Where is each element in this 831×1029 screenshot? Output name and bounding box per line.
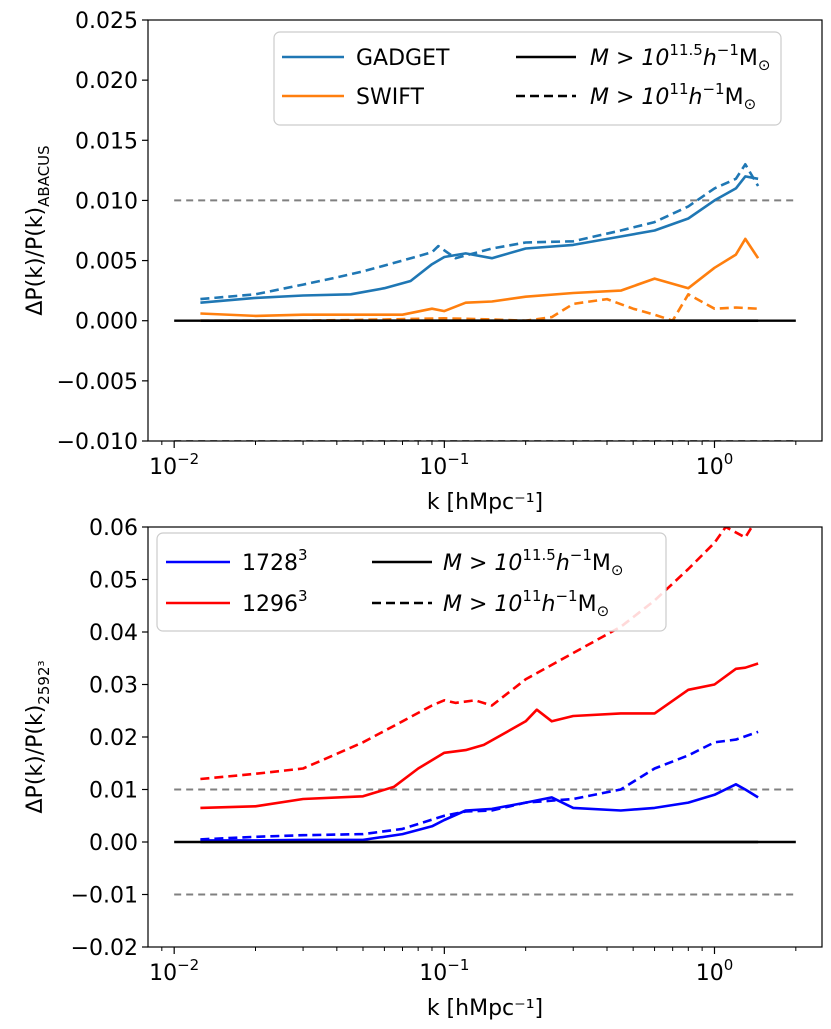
y-tick-label-6: 0.04	[89, 621, 138, 646]
legend-box	[156, 532, 667, 632]
series-line-0	[200, 527, 754, 781]
y-axis-label: ΔP(k)/P(k)ABACUS	[23, 145, 53, 315]
y-tick-label-5: 0.015	[75, 129, 138, 154]
y-tick-label-8: 0.06	[89, 516, 138, 541]
legend-label-0: 17283	[242, 546, 308, 576]
series-line-0	[200, 175, 759, 304]
y-tick-label-6: 0.020	[75, 69, 138, 94]
legend-label-2: M > 1011.5h−1M⊙	[443, 546, 623, 579]
y-tick-label-4: 0.010	[75, 189, 138, 214]
series-line-1	[200, 163, 760, 301]
legend-box	[273, 31, 782, 126]
y-tick-label-5: 0.03	[89, 674, 138, 699]
y-tick-label-3: 0.005	[75, 250, 138, 275]
legend-label-0: GADGET	[356, 46, 450, 71]
series-line-2	[200, 237, 760, 318]
legend: GADGET SWIFT M > 1011.5h−1M⊙ M > 1011h−1M⊙	[273, 31, 782, 126]
y-axis-label: ΔP(k)/P(k)2592³	[23, 661, 53, 814]
top-panel: −0.010 −0.005 0.000 0.005 0.010 0.015 0.020 0.0…	[23, 9, 823, 515]
axes-frame	[147, 19, 823, 442]
bottom-panel: −0.02 −0.01 0.00 0.01 0.02 0.03 0.04 0.05 0.06 10…	[23, 516, 823, 1021]
y-tick-label-0: −0.02	[71, 936, 138, 961]
plot-area	[174, 527, 796, 896]
x-axis-label: k [hMpc⁻¹]	[427, 490, 543, 515]
series-line-3	[200, 782, 759, 842]
legend-label-3: M > 1011h−1M⊙	[443, 587, 609, 620]
y-tick-label-1: −0.01	[71, 884, 138, 909]
y-tick-label-7: 0.05	[89, 569, 138, 594]
x-tick-label-0: 10−2	[149, 450, 199, 480]
y-tick-label-0: −0.010	[57, 430, 138, 455]
x-tick-label-2: 100	[696, 450, 734, 480]
legend-label-2: M > 1011.5h−1M⊙	[590, 41, 770, 74]
legend-label-1: SWIFT	[356, 85, 424, 110]
y-tick-label-2: 0.00	[89, 831, 138, 856]
legend-label-1: 12963	[242, 587, 308, 617]
x-tick-label-0: 10−2	[149, 956, 199, 986]
y-tick-label-1: −0.005	[57, 370, 138, 395]
x-tick-label-2: 100	[696, 956, 734, 986]
y-tick-label-7: 0.025	[75, 9, 138, 34]
legend: 17283 12963 M > 1011.5h−1M⊙ M > 1011h−1M⊙	[156, 532, 667, 632]
y-tick-label-4: 0.02	[89, 726, 138, 751]
series-line-2	[200, 730, 759, 841]
x-axis-label: k [hMpc⁻¹]	[427, 996, 543, 1021]
x-tick-label-1: 10−1	[419, 450, 469, 480]
series-line-1	[200, 662, 759, 810]
x-tick-label-1: 10−1	[419, 956, 469, 986]
y-tick-label-3: 0.01	[89, 779, 138, 804]
legend-label-3: M > 1011h−1M⊙	[590, 80, 756, 113]
plot-area	[174, 163, 796, 441]
series-line-3	[200, 292, 759, 323]
y-tick-label-2: 0.000	[75, 310, 138, 335]
